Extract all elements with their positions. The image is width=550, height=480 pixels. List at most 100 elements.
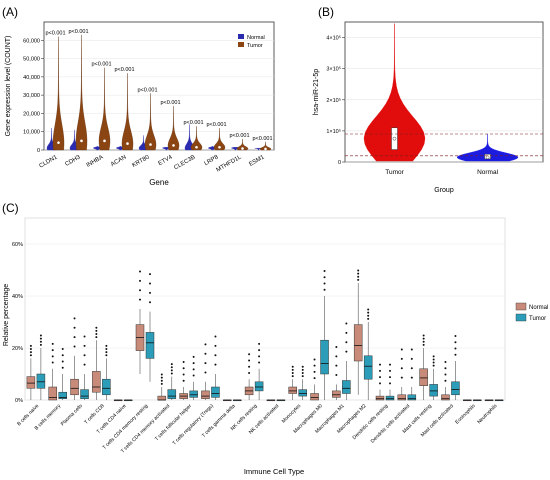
box-tumor (407, 394, 417, 401)
outlier-point (139, 289, 141, 292)
outlier-point (367, 311, 370, 314)
outlier-point (389, 369, 391, 372)
outlier-point (323, 288, 326, 291)
outlier-point (73, 326, 76, 329)
legend-c-tumor-swatch (515, 313, 527, 322)
outlier-point (39, 340, 42, 343)
violin-normal (254, 148, 263, 151)
median-point (80, 139, 83, 143)
outlier-point (51, 361, 54, 364)
outlier-point (410, 348, 413, 351)
outlier-point (95, 329, 98, 332)
box-tumor (298, 389, 307, 397)
panel-a-ytick-label: 10,000 (23, 130, 40, 136)
outlier-point (367, 317, 370, 320)
panel-b-ytick-label: 0 (338, 160, 341, 166)
outlier-point (410, 367, 413, 370)
pvalue-label: p<0.001 (137, 87, 157, 93)
outlier-point (301, 371, 304, 374)
outlier-point (248, 365, 251, 368)
outlier-point (400, 348, 403, 351)
box-tumor (342, 380, 351, 394)
box-normal (157, 395, 167, 401)
outlier-point (422, 337, 425, 340)
legend-normal-label: Normal (247, 35, 265, 41)
outlier-point (323, 276, 326, 279)
pvalue-label: p<0.001 (91, 62, 111, 68)
gene-label: ACAN (110, 155, 127, 169)
outlier-point (182, 379, 185, 382)
outlier-point (389, 382, 391, 385)
violin-tumor (259, 141, 272, 151)
outlier-point (258, 342, 261, 345)
outlier-point (432, 361, 435, 364)
violin-tumor (144, 93, 157, 151)
outlier-point (291, 375, 294, 378)
outlier-point (192, 362, 195, 365)
median-point (195, 145, 198, 149)
box-normal (288, 386, 297, 394)
panel-a: (A) 0 10,000 20,000 30,000 40,000 50,000 60,00… (2, 5, 275, 187)
outlier-point (160, 376, 163, 379)
outlier-point (214, 354, 217, 357)
panel-c-ytick-label: 60% (12, 242, 23, 248)
box-tumor (189, 390, 198, 398)
outlier-point (248, 353, 251, 356)
panel-c-ytick-label: 40% (12, 294, 23, 300)
violin-tumor (213, 128, 226, 151)
outlier-point (170, 372, 173, 375)
box-tumor (145, 332, 155, 359)
legend-normal-swatch (238, 34, 244, 39)
outlier-point (83, 354, 86, 357)
outlier-point (29, 344, 32, 347)
outlier-point (258, 349, 261, 352)
median-point (57, 141, 60, 144)
outlier-point (182, 367, 185, 370)
box-normal (201, 390, 210, 399)
outlier-point (389, 363, 391, 366)
violin-tumor (98, 67, 111, 151)
outlier-point (61, 348, 64, 351)
outlier-point (105, 354, 108, 357)
outlier-point (182, 373, 185, 376)
box-tumor (363, 355, 373, 380)
panel-a-ytick-label: 60,000 (23, 38, 40, 44)
panel-a-ytick-label: 20,000 (23, 111, 40, 117)
panel-a-label: (A) (2, 5, 18, 19)
pvalue-label: p<0.001 (45, 31, 65, 37)
panel-c-ylabel: Relative percentage (3, 284, 10, 346)
violin-tumor (190, 126, 203, 151)
outlier-point (105, 351, 108, 354)
outlier-point (432, 364, 435, 367)
outlier-point (139, 298, 141, 301)
outlier-point (73, 336, 76, 339)
outlier-point (192, 374, 195, 377)
outlier-point (410, 376, 413, 379)
panel-b-xlabel: Group (434, 187, 454, 194)
gene-label: CDH3 (64, 154, 82, 168)
outlier-point (83, 344, 86, 347)
outlier-point (139, 279, 141, 282)
group-label: Normal (477, 169, 499, 176)
outlier-point (291, 365, 294, 368)
outlier-point (454, 347, 457, 350)
outlier-point (454, 335, 457, 338)
outlier-point (29, 354, 32, 357)
cell-type-label: Plasma cells (60, 403, 84, 427)
panel-b-ytick-label: 3×10⁵ (326, 66, 341, 73)
panel-a-xlabel: Gene (149, 178, 169, 187)
violin-tumor (121, 73, 134, 151)
pvalue-label: p<0.001 (252, 136, 272, 142)
gene-label: CLEC3B (173, 155, 196, 172)
outlier-point (95, 332, 98, 335)
median-point (149, 143, 152, 146)
box-tumor (102, 378, 111, 396)
outlier-point (400, 367, 403, 370)
outlier-point (379, 382, 381, 385)
box-normal (310, 393, 319, 401)
outlier-point (160, 373, 163, 376)
violin-tumor (236, 139, 249, 151)
panel-a-ylabel: Gene expression level (COUNT) (5, 36, 12, 137)
